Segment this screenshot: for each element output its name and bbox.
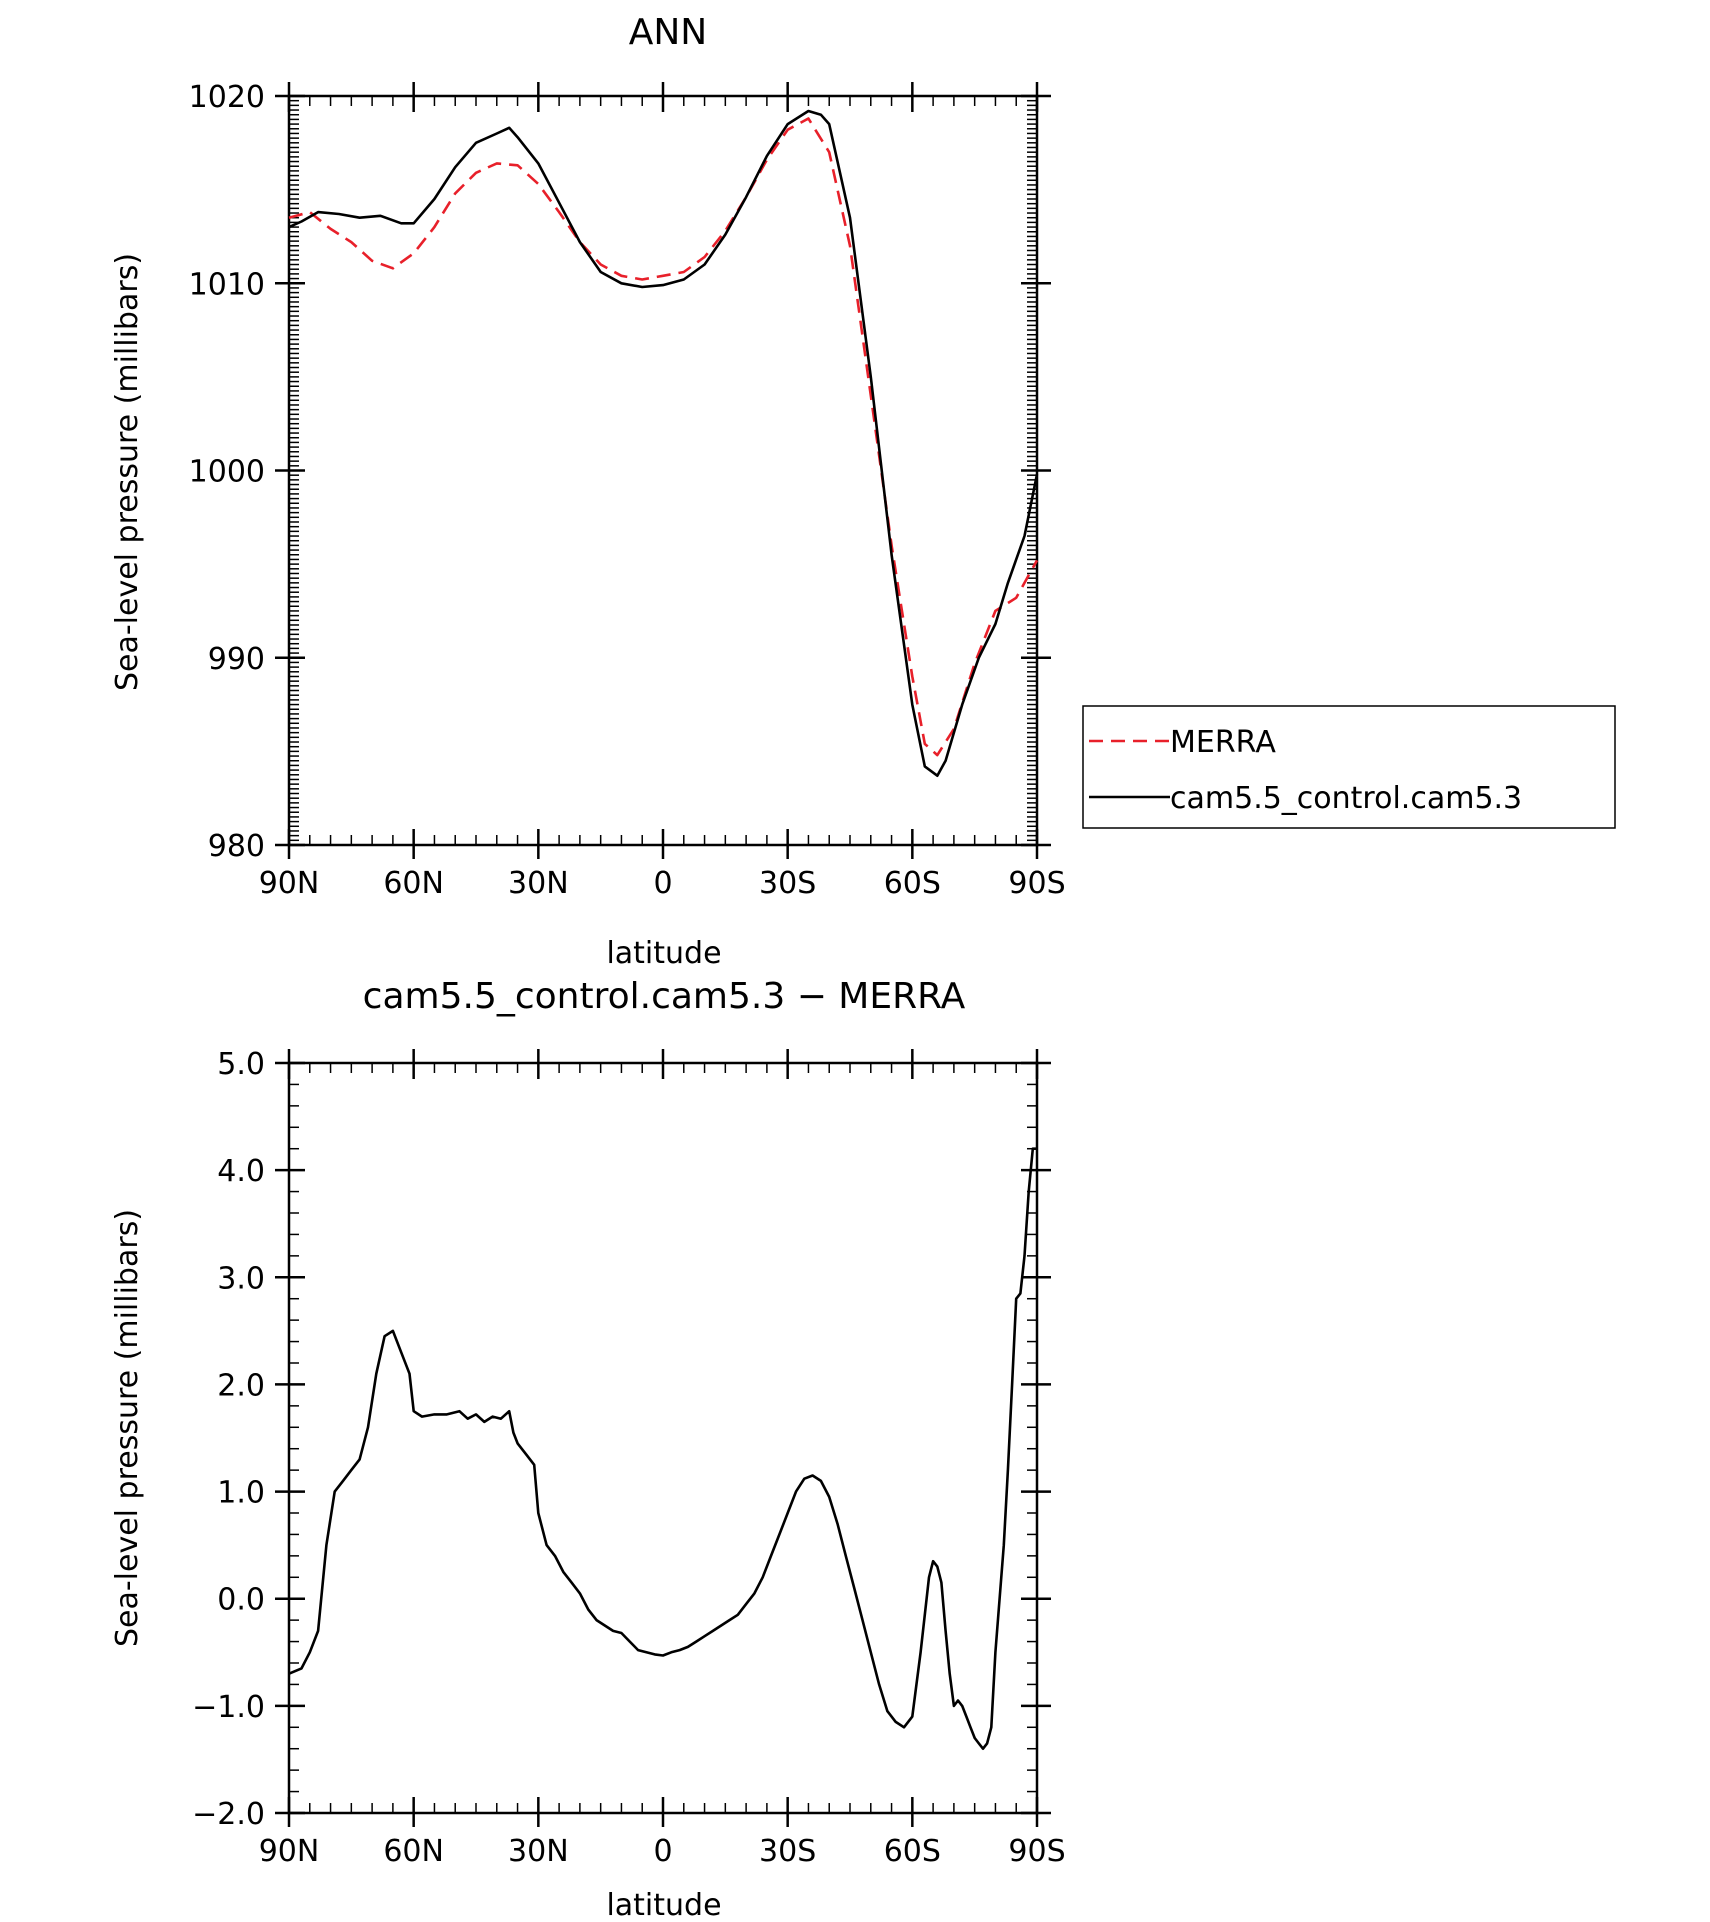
y-tick-label: 2.0 [217,1368,265,1403]
top-y-axis-label: Sea-level pressure (millibars) [110,253,145,691]
x-tick-label: 90N [259,866,320,901]
bottom-plot-area [275,1049,1051,1827]
legend: MERRA cam5.5_control.cam5.3 [1082,705,1616,829]
legend-box [1082,705,1616,829]
bottom-chart-title: cam5.5_control.cam5.3 − MERRA [363,976,966,1017]
y-tick-label: 980 [208,829,265,864]
x-tick-label: 90S [1008,1834,1065,1869]
series-line-difference [288,1147,1037,1750]
top-x-axis-label: latitude [606,936,721,971]
x-tick-label: 0 [653,1834,672,1869]
y-tick-label: −1.0 [192,1690,265,1725]
bottom-y-axis-ticks: 5.0 4.0 3.0 2.0 1.0 0.0 −1.0 −2.0 [192,1047,265,1832]
bottom-x-axis-label: latitude [606,1888,721,1922]
x-tick-label: 60N [383,1834,444,1869]
y-tick-label: 1.0 [217,1476,265,1511]
x-tick-label: 30N [508,866,569,901]
x-tick-label: 30S [759,866,816,901]
top-panel: ANN 1020 1010 1000 990 980 90N 60N 30N 0… [110,12,1616,971]
bottom-y-axis-label: Sea-level pressure (millibars) [110,1209,145,1647]
y-tick-label: 990 [208,642,265,677]
bottom-x-axis-ticks: 90N 60N 30N 0 30S 60S 90S [259,1834,1066,1869]
x-tick-label: 30N [508,1834,569,1869]
y-tick-label: 3.0 [217,1261,265,1296]
x-tick-label: 60S [884,866,941,901]
bottom-panel: cam5.5_control.cam5.3 − MERRA 5.0 4.0 3.… [110,976,1066,1922]
y-tick-label: 1000 [189,455,265,490]
y-tick-label: 1020 [189,80,265,115]
legend-label-cam: cam5.5_control.cam5.3 [1170,781,1522,816]
legend-label-merra: MERRA [1170,725,1276,760]
series-line-merra [288,117,1039,757]
x-tick-label: 90S [1008,866,1065,901]
y-tick-label: 0.0 [217,1583,265,1618]
plot-frame [287,94,1039,847]
x-tick-label: 90N [259,1834,320,1869]
y-tick-label: −2.0 [192,1797,265,1832]
top-y-axis-ticks: 1020 1010 1000 990 980 [189,80,265,864]
plot-frame [287,1061,1039,1815]
y-tick-label: 5.0 [217,1047,265,1082]
x-tick-label: 60N [383,866,444,901]
top-plot-area [275,82,1051,859]
x-tick-label: 60S [884,1834,941,1869]
x-tick-label: 0 [653,866,672,901]
x-tick-label: 30S [759,1834,816,1869]
top-chart-title: ANN [629,12,708,53]
y-tick-label: 1010 [189,267,265,302]
top-x-axis-ticks: 90N 60N 30N 0 30S 60S 90S [259,866,1066,901]
y-tick-label: 4.0 [217,1154,265,1189]
series-line-cam5-5-control-cam5-3 [288,109,1039,777]
